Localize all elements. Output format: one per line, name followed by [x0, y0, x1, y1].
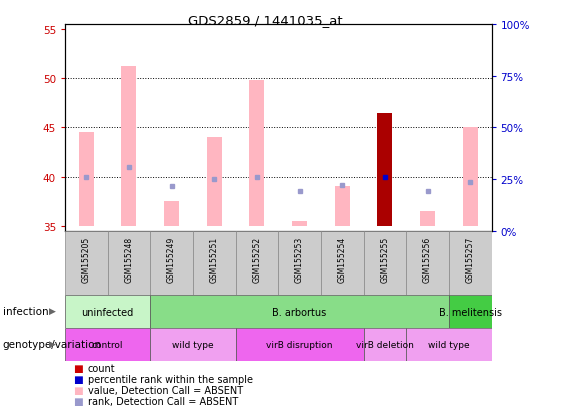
Bar — [164, 202, 179, 226]
Bar — [79, 133, 94, 226]
Text: ■: ■ — [73, 396, 83, 406]
Text: GSM155254: GSM155254 — [338, 236, 347, 282]
Bar — [121, 67, 136, 226]
Bar — [463, 128, 477, 226]
Text: GSM155253: GSM155253 — [295, 236, 304, 282]
Bar — [279, 231, 321, 295]
Bar — [193, 231, 236, 295]
Text: wild type: wild type — [172, 340, 214, 349]
Bar — [150, 295, 449, 328]
Text: uninfected: uninfected — [81, 307, 134, 317]
Bar — [65, 295, 150, 328]
Text: GDS2859 / 1441035_at: GDS2859 / 1441035_at — [188, 14, 343, 27]
Text: genotype/variation: genotype/variation — [3, 339, 102, 349]
Bar — [107, 231, 150, 295]
Text: count: count — [88, 363, 115, 373]
Bar — [449, 295, 492, 328]
Bar — [364, 231, 406, 295]
Bar — [236, 328, 364, 361]
Text: virB deletion: virB deletion — [356, 340, 414, 349]
Bar — [420, 211, 435, 226]
Text: virB disruption: virB disruption — [266, 340, 333, 349]
Bar — [65, 328, 150, 361]
Text: GSM155249: GSM155249 — [167, 236, 176, 282]
Bar — [406, 231, 449, 295]
Bar — [150, 231, 193, 295]
Text: ▶: ▶ — [49, 339, 56, 349]
Bar — [377, 113, 392, 226]
Text: infection: infection — [3, 306, 49, 316]
Bar — [150, 328, 236, 361]
Bar — [236, 231, 278, 295]
Text: ■: ■ — [73, 374, 83, 384]
Text: GSM155248: GSM155248 — [124, 236, 133, 282]
Bar — [449, 231, 492, 295]
Bar — [335, 187, 350, 226]
Text: ■: ■ — [73, 385, 83, 395]
Text: GSM155256: GSM155256 — [423, 236, 432, 282]
Text: GSM155255: GSM155255 — [380, 236, 389, 282]
Text: B. melitensis: B. melitensis — [438, 307, 502, 317]
Text: B. arbortus: B. arbortus — [272, 307, 327, 317]
Bar — [364, 328, 406, 361]
Text: GSM155252: GSM155252 — [253, 236, 262, 282]
Bar — [292, 221, 307, 226]
Bar — [321, 231, 364, 295]
Bar — [406, 328, 492, 361]
Text: percentile rank within the sample: percentile rank within the sample — [88, 374, 253, 384]
Text: wild type: wild type — [428, 340, 470, 349]
Bar — [65, 231, 107, 295]
Text: GSM155251: GSM155251 — [210, 236, 219, 282]
Bar — [207, 138, 221, 226]
Bar — [250, 81, 264, 226]
Text: control: control — [92, 340, 123, 349]
Text: ▶: ▶ — [49, 306, 56, 316]
Text: ■: ■ — [73, 363, 83, 373]
Text: GSM155257: GSM155257 — [466, 236, 475, 282]
Text: value, Detection Call = ABSENT: value, Detection Call = ABSENT — [88, 385, 243, 395]
Text: GSM155205: GSM155205 — [82, 236, 91, 282]
Text: rank, Detection Call = ABSENT: rank, Detection Call = ABSENT — [88, 396, 238, 406]
